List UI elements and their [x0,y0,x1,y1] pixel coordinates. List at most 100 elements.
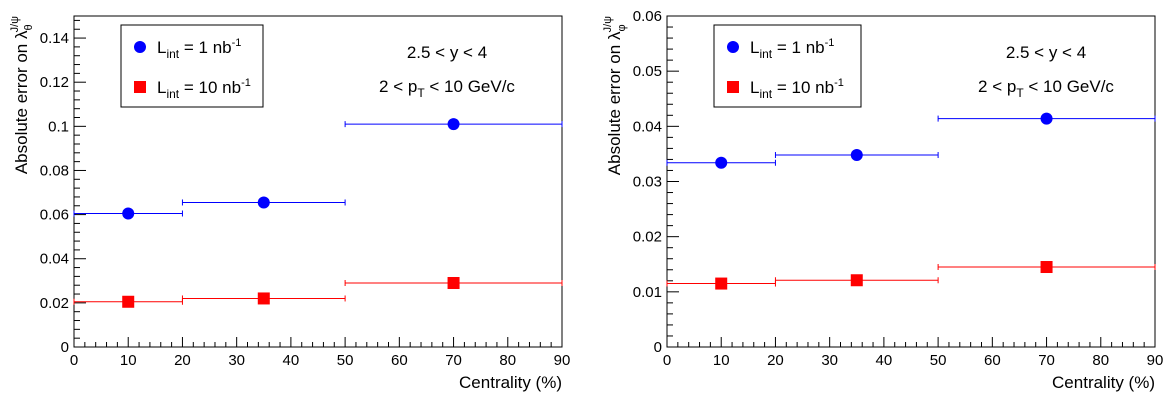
x-tick-label: 60 [391,352,408,369]
annotation-rapidity-text: 2.5 < y < 4 [407,43,487,62]
x-tick-label: 80 [1092,352,1109,369]
x-tick-label: 50 [930,352,947,369]
y-axis-title-text: Absolute error on λ [12,30,31,174]
legend-label-value: = 10 nb [179,78,241,97]
legend-box [120,24,264,108]
x-tick-label: 0 [663,352,671,369]
annotation-pt-subscript: T [1016,86,1024,100]
y-tick-label-text: 0 [61,339,69,356]
y-tick-label: 0 [61,339,69,356]
x-tick-label-text: 40 [283,352,300,369]
data-point-circle [715,156,728,169]
x-tick-label: 40 [283,352,300,369]
legend-label-superscript: -1 [241,77,251,89]
legend-label-main: L [157,38,166,57]
x-tick-label-text: 30 [228,352,245,369]
x-tick-label-text: 10 [120,352,137,369]
y-tick-label: 0.01 [633,284,662,301]
annotation-pt-range-text: < 10 GeV/c [425,77,516,96]
y-tick-label: 0.14 [40,30,69,47]
legend-label-main: L [157,78,166,97]
legend-label-value: = 1 nb [772,38,824,57]
data-point-circle [122,207,135,220]
x-tick-label-text: 60 [391,352,408,369]
y-axis-title-superscript: J/ψ [602,16,614,33]
legend-label-superscript: -1 [232,37,242,49]
y-tick-label-text: 0.14 [40,30,69,47]
data-point-circle [257,196,270,209]
y-tick-label: 0.12 [40,74,69,91]
legend-label-subscript: int [759,87,772,101]
y-tick-label-text: 0.05 [633,63,662,80]
x-tick-label-text: 30 [821,352,838,369]
y-tick-label-text: 0 [654,339,662,356]
y-tick-label: 0.06 [633,8,662,25]
x-axis-title-text: Centrality (%) [1052,373,1155,392]
legend-label-subscript: int [166,47,179,61]
y-axis-title-superscript: J/ψ [9,16,21,33]
legend-label-superscript: -1 [834,77,844,89]
data-point-circle [850,149,863,162]
y-tick-label: 0.02 [40,295,69,312]
y-tick-label: 0.04 [633,118,662,135]
x-tick-label: 0 [70,352,78,369]
legend-entry-label: Lint = 1 nb-1 [157,37,241,61]
x-tick-label-text: 90 [554,352,571,369]
y-tick-label: 0.1 [48,118,69,135]
x-tick-label-text: 80 [1092,352,1109,369]
x-tick-label: 70 [1038,352,1055,369]
annotation-pt-text: 2 < p [978,77,1016,96]
y-tick-label-text: 0.08 [40,162,69,179]
y-axis-title: Absolute error on λφJ/ψ [602,16,628,175]
legend-label-superscript: -1 [825,37,835,49]
legend-label-subscript: int [166,87,179,101]
y-tick-label: 0.08 [40,162,69,179]
y-tick-label: 0 [654,339,662,356]
legend-label-main: L [750,38,759,57]
x-tick-label-text: 0 [663,352,671,369]
x-tick-label: 10 [713,352,730,369]
legend-label-value: = 10 nb [772,78,834,97]
x-tick-label-text: 70 [445,352,462,369]
annotation-pt-subscript: T [417,86,425,100]
legend-entry-label: Lint = 1 nb-1 [750,37,834,61]
legend-entry-label: Lint = 10 nb-1 [750,77,844,101]
x-tick-label-text: 50 [337,352,354,369]
x-tick-label: 80 [499,352,516,369]
y-tick-label: 0.06 [40,207,69,224]
x-tick-label: 40 [876,352,893,369]
data-point-square [122,295,135,308]
annotation-pt-text: 2 < p [379,77,417,96]
x-tick-label: 60 [984,352,1001,369]
x-tick-label-text: 0 [70,352,78,369]
annotation-pt-range: 2 < pT < 10 GeV/c [379,77,515,100]
y-tick-label: 0.05 [633,63,662,80]
data-point-square [447,277,460,290]
y-tick-label-text: 0.12 [40,74,69,91]
y-tick-label-text: 0.06 [633,8,662,25]
x-tick-label: 10 [120,352,137,369]
data-point-square [1040,261,1053,274]
data-point-square [715,277,728,290]
x-tick-label: 20 [174,352,191,369]
y-tick-label-text: 0.06 [40,207,69,224]
legend-entry-label: Lint = 10 nb-1 [157,77,251,101]
legend-marker-circle [134,41,146,53]
x-tick-label: 90 [1147,352,1164,369]
annotation-rapidity: 2.5 < y < 4 [1006,43,1086,62]
series-circle [666,112,1156,169]
y-tick-label-text: 0.1 [48,118,69,135]
x-tick-label: 30 [821,352,838,369]
annotation-rapidity: 2.5 < y < 4 [407,43,487,62]
plot-frame [73,15,563,348]
series-square [666,261,1156,290]
legend-label-value: = 1 nb [179,38,231,57]
y-tick-label: 0.04 [40,251,69,268]
legend-marker-circle [727,41,739,53]
x-tick-label-text: 20 [174,352,191,369]
x-tick-label: 20 [767,352,784,369]
x-tick-label-text: 10 [713,352,730,369]
y-axis-title: Absolute error on λθJ/ψ [9,16,35,174]
